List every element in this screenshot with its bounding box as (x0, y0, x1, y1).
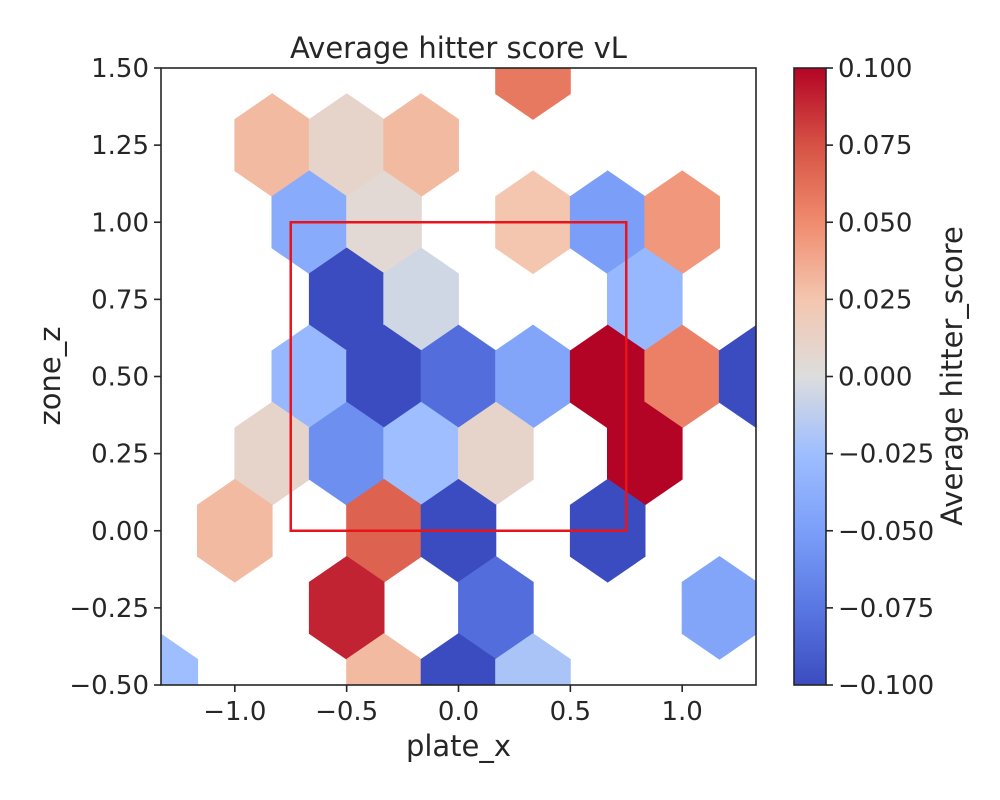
colorbar-tick-label: 0.075 (838, 131, 912, 161)
hex-cell (161, 633, 199, 685)
colorbar-label: Average hitter_score (935, 226, 969, 526)
x-tick-label: 0.0 (438, 697, 479, 727)
colorbar-tick-label: 0.050 (838, 208, 912, 238)
hex-cell (495, 68, 571, 120)
y-tick-label: 1.00 (91, 208, 149, 238)
x-tick-label: 0.5 (550, 697, 591, 727)
colorbar-axis: 0.100 0.075 0.050 0.025 0.000 −0.025 −0.050 −0.… (826, 54, 934, 701)
y-tick-label: 0.75 (91, 285, 149, 315)
y-axis-label: zone_z (33, 327, 67, 426)
y-tick-label: 1.50 (91, 54, 149, 84)
hexbin-cells (161, 68, 756, 685)
y-tick-label: 0.00 (91, 517, 149, 547)
x-tick-label: 1.0 (662, 697, 703, 727)
colorbar-tick-label: 0.100 (838, 54, 912, 84)
x-tick-label: −0.5 (315, 697, 378, 727)
chart-title: Average hitter score vL (290, 31, 627, 65)
strike-zone-box (289, 221, 628, 532)
colorbar-tick-label: −0.100 (838, 671, 934, 701)
hex-cell (197, 478, 273, 583)
y-tick-label: 0.50 (91, 363, 149, 393)
colorbar-tick-label: 0.000 (838, 363, 912, 393)
x-axis: −1.0 −0.5 0.0 0.5 1.0 (203, 685, 703, 727)
colorbar-tick-label: −0.025 (838, 440, 934, 470)
colorbar-tick-label: −0.050 (838, 517, 934, 547)
hex-cell (495, 633, 571, 685)
hex-cell (718, 325, 756, 428)
y-tick-label: −0.25 (69, 594, 149, 624)
colorbar-tick-label: −0.075 (838, 594, 934, 624)
colorbar-tick-label: 0.025 (838, 285, 912, 315)
colorbar (793, 67, 827, 686)
y-tick-label: 1.25 (91, 131, 149, 161)
x-axis-label: plate_x (406, 729, 511, 763)
y-tick-label: −0.50 (69, 671, 149, 701)
x-tick-label: −1.0 (203, 697, 266, 727)
y-tick-label: 0.25 (91, 440, 149, 470)
hex-cell (681, 556, 756, 660)
y-axis: 1.50 1.25 1.00 0.75 0.50 0.25 0.00 −0.25 −0.50 (69, 54, 161, 701)
